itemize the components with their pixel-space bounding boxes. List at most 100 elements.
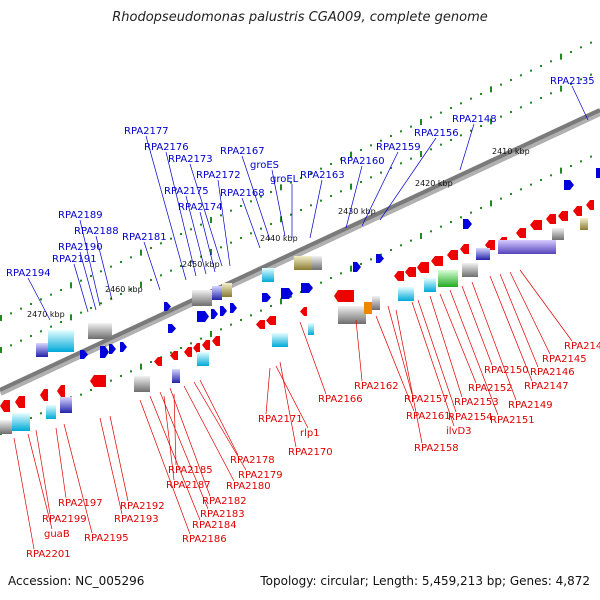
kbp-tick-row-tick bbox=[250, 200, 252, 203]
topology-summary: Topology: circular; Length: 5,459,213 bp… bbox=[260, 574, 590, 588]
reverse-gene-label: RPA2195 bbox=[84, 533, 129, 544]
reverse-tick-row-tick bbox=[380, 253, 382, 256]
reverse-tick-row-tick bbox=[140, 363, 142, 370]
reverse-gene-arrow bbox=[40, 389, 48, 401]
reverse-gene-arrow bbox=[586, 200, 594, 210]
forward-label-leader bbox=[459, 123, 475, 171]
reverse-gene-arrow bbox=[170, 351, 178, 360]
reverse-tick-row-tick bbox=[290, 295, 292, 298]
kbp-marker: 2430 kbp bbox=[338, 207, 376, 216]
reverse-tick-row-tick bbox=[90, 388, 92, 391]
kbp-tick-row-tick bbox=[150, 246, 152, 249]
forward-label-leader bbox=[571, 85, 589, 121]
reverse-gene-label: RPA2192 bbox=[120, 501, 165, 512]
kbp-tick-row-tick bbox=[120, 260, 122, 263]
forward-tick-row-tick bbox=[270, 222, 272, 225]
forward-label-leader bbox=[79, 219, 101, 307]
reverse-tick-row-tick bbox=[170, 351, 172, 354]
forward-tick-row-tick bbox=[190, 260, 192, 263]
reverse-label-leader bbox=[489, 275, 533, 382]
reverse-gene-arrow bbox=[546, 214, 556, 224]
gene-block bbox=[552, 228, 564, 240]
kbp-tick-row-tick bbox=[410, 125, 412, 128]
reverse-gene-arrow bbox=[485, 240, 495, 250]
reverse-label-leader bbox=[509, 271, 551, 355]
forward-tick-row-tick bbox=[330, 194, 332, 197]
reverse-tick-row-tick bbox=[440, 225, 442, 228]
reverse-tick-row-tick bbox=[250, 314, 252, 317]
kbp-marker: 2410 kbp bbox=[492, 147, 530, 156]
reverse-label-leader bbox=[275, 365, 309, 429]
reverse-gene-label: RPA2186 bbox=[182, 534, 227, 545]
gene-block bbox=[197, 352, 209, 366]
reverse-tick-row-tick bbox=[470, 211, 472, 214]
reverse-gene-arrow bbox=[394, 271, 404, 281]
forward-tick-row-tick bbox=[210, 248, 212, 255]
gene-block bbox=[498, 240, 556, 254]
reverse-tick-row-tick bbox=[200, 337, 202, 340]
forward-tick-row-tick bbox=[290, 213, 292, 216]
kbp-tick-row-tick bbox=[130, 256, 132, 259]
reverse-tick-row-tick bbox=[570, 164, 572, 167]
reverse-label-leader bbox=[149, 395, 201, 521]
reverse-gene-label: RPA2171 bbox=[258, 414, 303, 425]
forward-gene-label: RPA2148 bbox=[452, 114, 497, 125]
kbp-tick-row-tick bbox=[0, 315, 2, 321]
kbp-tick-row-tick bbox=[540, 64, 542, 67]
reverse-tick-row-tick bbox=[40, 412, 42, 415]
forward-gene-label: RPA2175 bbox=[164, 186, 209, 197]
reverse-gene-label: RPA2151 bbox=[490, 415, 535, 426]
forward-label-leader bbox=[345, 165, 363, 229]
reverse-gene-arrow bbox=[0, 400, 10, 412]
forward-tick-row-tick bbox=[590, 73, 592, 76]
gene-block bbox=[36, 343, 48, 357]
reverse-label-leader bbox=[439, 293, 477, 384]
kbp-tick-row-tick bbox=[30, 302, 32, 305]
kbp-tick-row-tick bbox=[320, 167, 322, 170]
forward-tick-row-tick bbox=[360, 180, 362, 183]
reverse-gene-label: rlp1 bbox=[300, 428, 320, 439]
reverse-tick-row-tick bbox=[240, 318, 242, 321]
gene-block bbox=[580, 218, 588, 230]
reverse-gene-label: RPA2185 bbox=[168, 465, 213, 476]
kbp-marker: 2440 kbp bbox=[260, 234, 298, 243]
forward-gene-label: RPA2189 bbox=[58, 210, 103, 221]
kbp-tick-row-tick bbox=[560, 53, 562, 60]
reverse-tick-row-tick bbox=[390, 248, 392, 251]
gene-block bbox=[262, 268, 274, 282]
accession-text: Accession: NC_005296 bbox=[8, 574, 145, 588]
kbp-tick-row-tick bbox=[590, 41, 592, 44]
gene-block bbox=[312, 256, 322, 270]
reverse-label-leader bbox=[183, 385, 235, 482]
kbp-tick-row-tick bbox=[230, 209, 232, 212]
forward-tick-row-tick bbox=[560, 85, 562, 92]
forward-tick-row-tick bbox=[200, 255, 202, 258]
forward-tick-row-tick bbox=[510, 110, 512, 113]
reverse-gene-arrow bbox=[184, 347, 192, 357]
forward-label-leader bbox=[165, 151, 197, 277]
forward-gene-label: groEL bbox=[270, 174, 299, 185]
gene-block bbox=[12, 413, 30, 431]
kbp-tick-row-tick bbox=[380, 139, 382, 142]
reverse-label-leader bbox=[173, 393, 177, 466]
kbp-tick-row-tick bbox=[170, 237, 172, 240]
kbp-tick-row-tick bbox=[40, 298, 42, 301]
kbp-tick-row-tick bbox=[140, 249, 142, 256]
forward-tick-row-tick bbox=[480, 124, 482, 127]
reverse-gene-label: RPA2199 bbox=[42, 514, 87, 525]
kbp-tick-row-tick bbox=[390, 134, 392, 137]
reverse-label-leader bbox=[265, 367, 271, 415]
forward-tick-row-tick bbox=[180, 264, 182, 267]
gene-block bbox=[338, 306, 366, 324]
reverse-gene-label: RPA2146 bbox=[530, 367, 575, 378]
reverse-tick-row-tick bbox=[190, 342, 192, 345]
map-title: Rhodopseudomonas palustris CGA009, compl… bbox=[112, 10, 488, 25]
reverse-gene-label: RPA2193 bbox=[114, 514, 159, 525]
reverse-tick-row-tick bbox=[460, 216, 462, 219]
reverse-gene-arrow bbox=[202, 340, 210, 350]
forward-gene-label: RPA2176 bbox=[144, 142, 189, 153]
kbp-marker: 2460 kbp bbox=[105, 285, 143, 294]
kbp-tick-row-tick bbox=[430, 116, 432, 119]
reverse-label-leader bbox=[13, 437, 35, 550]
reverse-label-leader bbox=[375, 315, 415, 412]
